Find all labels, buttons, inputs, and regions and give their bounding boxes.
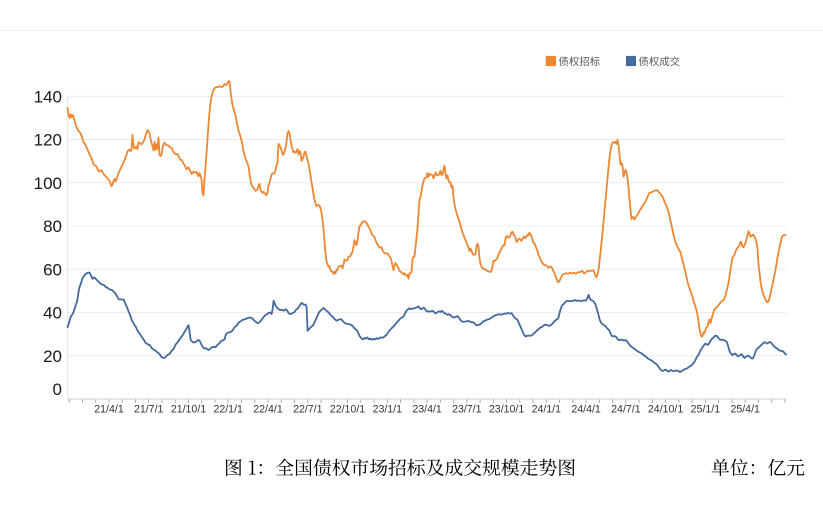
svg-text:21/7/1: 21/7/1 [134, 404, 164, 416]
svg-text:22/7/1: 22/7/1 [293, 404, 323, 416]
svg-text:21/10/1: 21/10/1 [171, 404, 206, 416]
svg-text:25/1/1: 25/1/1 [691, 404, 721, 416]
svg-text:20: 20 [43, 347, 62, 366]
svg-text:100: 100 [34, 174, 62, 193]
svg-text:24/4/1: 24/4/1 [571, 404, 601, 416]
svg-text:22/10/1: 22/10/1 [330, 404, 365, 416]
svg-text:22/1/1: 22/1/1 [213, 404, 243, 416]
svg-text:24/7/1: 24/7/1 [611, 404, 641, 416]
svg-text:23/1/1: 23/1/1 [373, 404, 403, 416]
svg-text:60: 60 [43, 260, 62, 279]
svg-text:25/4/1: 25/4/1 [730, 404, 760, 416]
svg-text:40: 40 [43, 304, 62, 323]
svg-text:21/4/1: 21/4/1 [94, 404, 124, 416]
svg-text:120: 120 [34, 131, 62, 150]
svg-text:140: 140 [34, 88, 62, 107]
svg-text:23/10/1: 23/10/1 [489, 404, 524, 416]
svg-text:23/4/1: 23/4/1 [412, 404, 442, 416]
svg-text:22/4/1: 22/4/1 [253, 404, 283, 416]
svg-text:0: 0 [53, 380, 62, 399]
svg-text:24/10/1: 24/10/1 [648, 404, 683, 416]
svg-text:23/7/1: 23/7/1 [452, 404, 482, 416]
svg-text:80: 80 [43, 217, 62, 236]
svg-text:24/1/1: 24/1/1 [532, 404, 562, 416]
